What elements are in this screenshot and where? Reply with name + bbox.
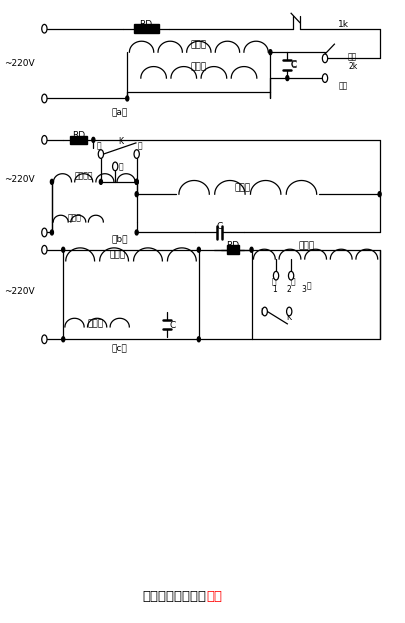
Circle shape [269, 50, 272, 55]
Text: C: C [216, 222, 223, 231]
Circle shape [135, 192, 138, 197]
Text: 正转: 正转 [347, 52, 357, 62]
Text: （b）: （b） [111, 234, 128, 243]
Circle shape [126, 96, 129, 101]
Circle shape [42, 136, 47, 144]
Text: 主绕组: 主绕组 [191, 40, 207, 49]
Circle shape [135, 179, 138, 184]
Text: 副绕组: 副绕组 [87, 320, 103, 328]
Circle shape [273, 272, 279, 280]
Text: 中: 中 [119, 162, 123, 171]
Text: C: C [291, 60, 297, 69]
Circle shape [322, 54, 328, 63]
Text: 副绕组: 副绕组 [68, 213, 81, 222]
Text: 主绕组: 主绕组 [234, 184, 250, 193]
Text: 辅助绕组: 辅助绕组 [75, 171, 93, 180]
Text: 1k: 1k [338, 20, 349, 29]
Circle shape [50, 179, 53, 184]
Bar [226, 245, 239, 254]
Text: RD: RD [226, 241, 239, 250]
Text: C: C [290, 60, 296, 70]
Text: 3: 3 [301, 285, 306, 295]
Text: ~220V: ~220V [4, 287, 35, 296]
Text: 2: 2 [287, 285, 292, 295]
Circle shape [197, 337, 200, 342]
Text: ~220V: ~220V [4, 176, 35, 184]
Text: 2k: 2k [348, 62, 358, 72]
Text: 中: 中 [291, 277, 295, 287]
Text: D: D [260, 308, 266, 317]
Circle shape [62, 337, 65, 342]
Bar [70, 136, 87, 144]
Circle shape [197, 247, 200, 252]
Circle shape [62, 247, 65, 252]
Circle shape [250, 247, 253, 252]
Circle shape [42, 335, 47, 344]
Text: 接线: 接线 [207, 590, 222, 603]
Circle shape [378, 192, 381, 197]
Circle shape [286, 75, 289, 80]
Bar [134, 24, 158, 33]
Text: 高: 高 [137, 141, 142, 151]
Text: 单相电容电动机的: 单相电容电动机的 [142, 590, 207, 603]
Circle shape [42, 228, 47, 237]
Circle shape [288, 272, 294, 280]
Circle shape [287, 307, 292, 316]
Circle shape [262, 307, 267, 316]
Text: 1: 1 [272, 285, 277, 295]
Text: 电抗器: 电抗器 [298, 241, 314, 250]
Text: 高: 高 [272, 277, 277, 287]
Circle shape [50, 230, 53, 235]
Text: 副绕组: 副绕组 [191, 62, 207, 71]
Text: K: K [287, 313, 292, 322]
Circle shape [99, 179, 102, 184]
Circle shape [134, 150, 139, 158]
Text: K: K [118, 137, 123, 146]
Text: RD: RD [140, 20, 153, 29]
Text: C: C [169, 321, 176, 330]
Circle shape [135, 230, 138, 235]
Text: 主绕组: 主绕组 [110, 250, 126, 259]
Circle shape [322, 74, 328, 82]
Text: 低: 低 [97, 141, 101, 151]
Text: ~220V: ~220V [4, 59, 35, 68]
Text: RD: RD [72, 131, 85, 140]
Circle shape [113, 162, 118, 171]
Circle shape [42, 94, 47, 103]
Circle shape [42, 245, 47, 254]
Circle shape [92, 138, 95, 142]
Circle shape [98, 150, 104, 158]
Circle shape [135, 179, 138, 184]
Text: （c）: （c） [112, 344, 128, 353]
Circle shape [42, 24, 47, 33]
Text: （a）: （a） [112, 108, 128, 117]
Text: 反转: 反转 [338, 81, 347, 90]
Text: 低: 低 [307, 281, 311, 290]
